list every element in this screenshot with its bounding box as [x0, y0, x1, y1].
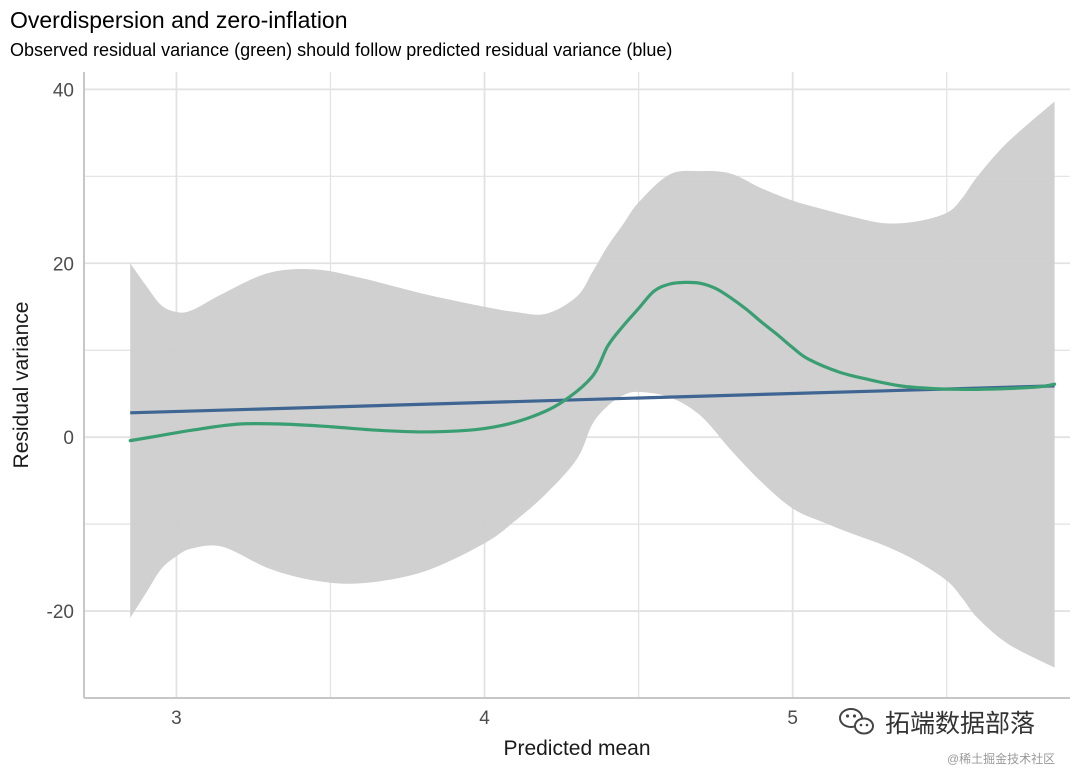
- tick-labels: -20 0 20 40 3 4 5: [47, 80, 798, 729]
- x-axis-label: Predicted mean: [503, 737, 650, 760]
- watermark-text: 拓端数据部落: [885, 710, 1035, 738]
- y-tick-label: -20: [47, 602, 74, 623]
- x-tick-label: 5: [787, 708, 798, 729]
- y-tick-label: 20: [53, 254, 74, 275]
- wechat-icon: [839, 708, 874, 735]
- y-axis-label: Residual variance: [10, 302, 33, 469]
- y-tick-label: 0: [63, 428, 74, 449]
- x-tick-label: 3: [171, 708, 182, 729]
- watermark-source: @稀土掘金技术社区: [947, 751, 1055, 766]
- axes: [83, 72, 1070, 699]
- y-tick-label: 40: [53, 80, 74, 101]
- chart-title: Overdispersion and zero-inflation: [10, 7, 348, 33]
- observed-variance-line: [128, 280, 1057, 443]
- chart-subtitle: Observed residual variance (green) shoul…: [10, 40, 672, 60]
- confidence-band-group: [130, 101, 1055, 668]
- confidence-band: [130, 101, 1055, 668]
- predicted-variance-line: [130, 384, 1055, 415]
- watermark: 拓端数据部落 @稀土掘金技术社区: [839, 708, 1055, 766]
- x-tick-label: 4: [479, 708, 490, 729]
- series-lines: [128, 280, 1057, 443]
